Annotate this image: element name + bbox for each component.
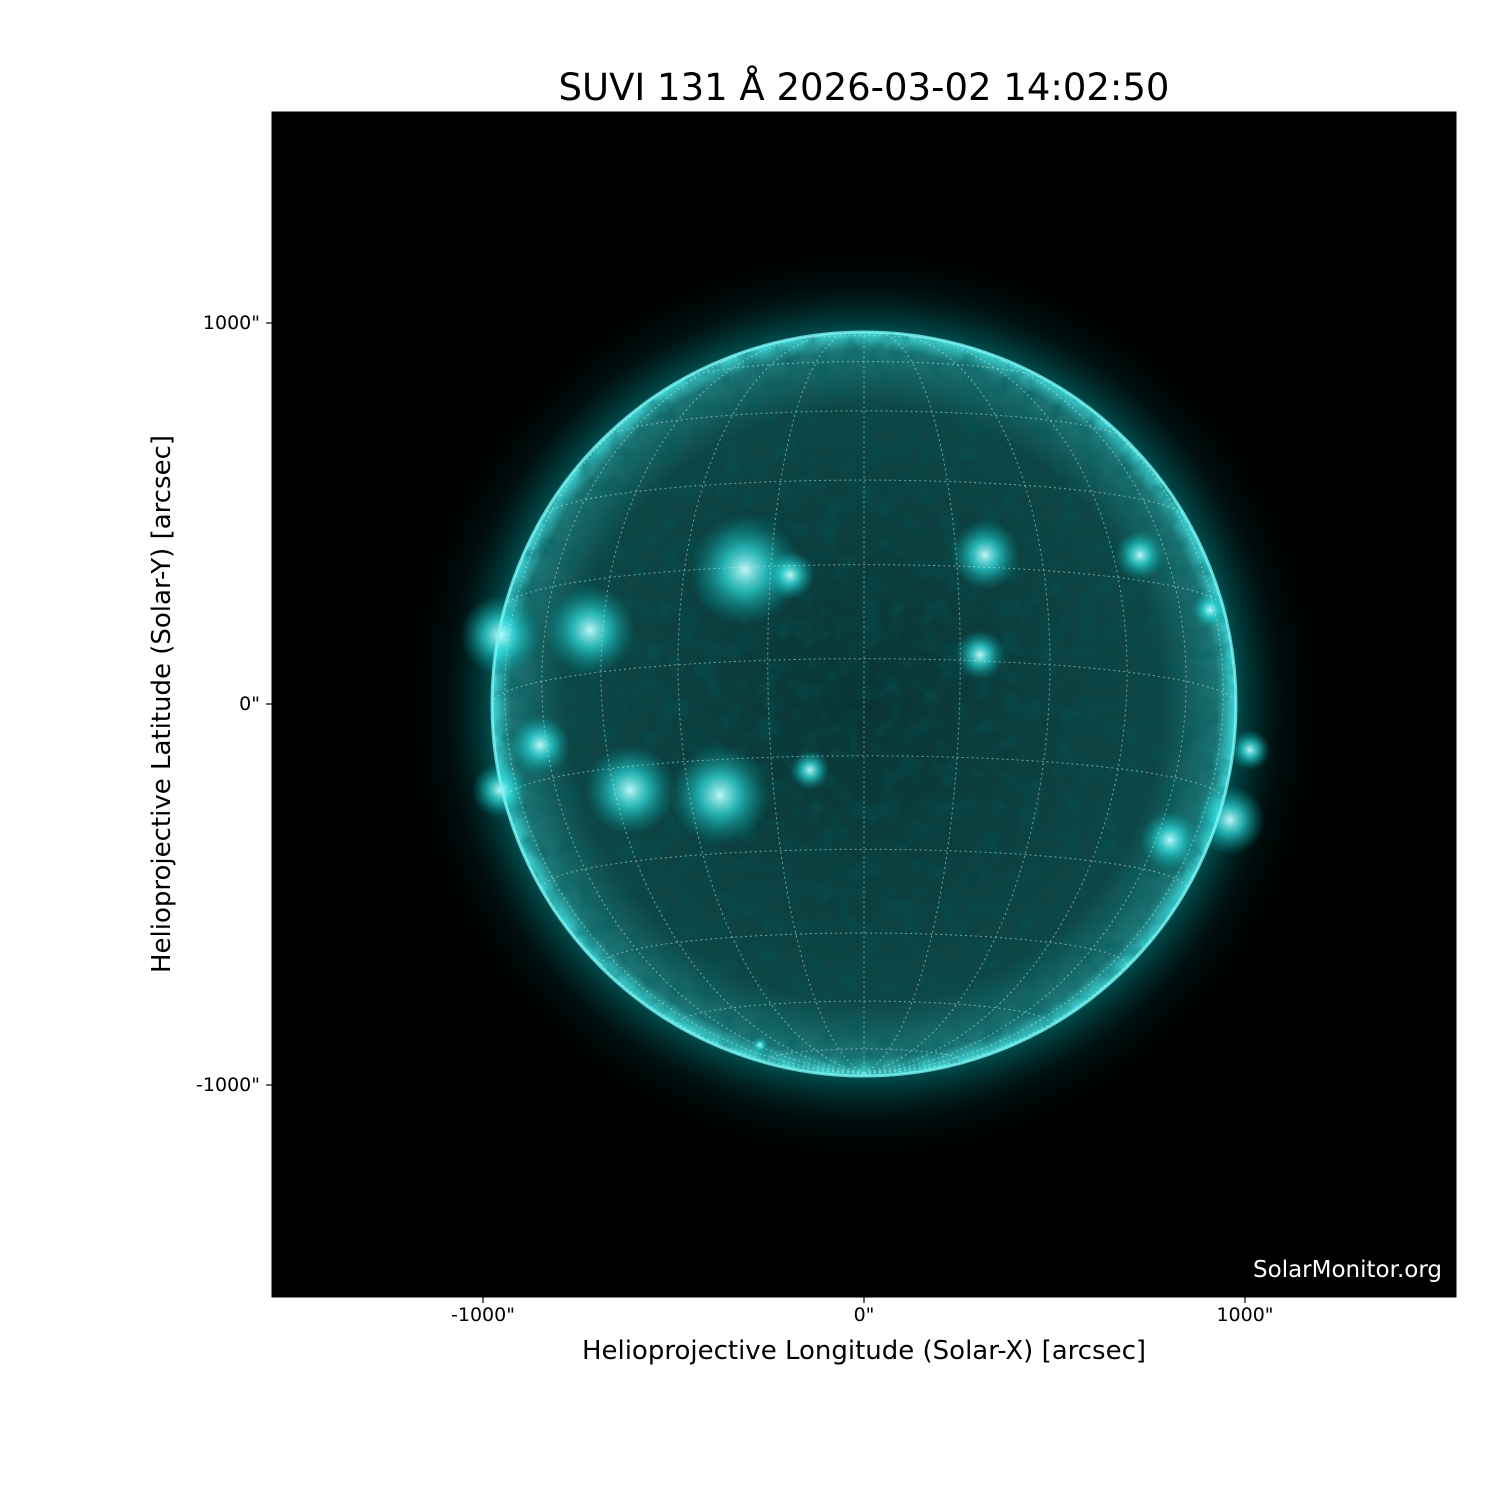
grid-line [683, 361, 1045, 380]
active-region [585, 745, 675, 835]
active-region [752, 1037, 768, 1053]
grid-line [600, 334, 865, 1074]
active-region [1195, 785, 1265, 855]
active-region [1192, 592, 1228, 628]
x-tick-label: 1000" [1216, 1304, 1274, 1326]
active-region [790, 750, 830, 790]
grid-line [863, 333, 1051, 1074]
active-regions [460, 515, 1270, 1053]
x-axis-label: Helioprojective Longitude (Solar-X) [arc… [581, 1336, 1147, 1366]
active-region [472, 762, 528, 818]
active-region [955, 630, 1005, 680]
active-region [690, 515, 800, 625]
active-region [460, 595, 540, 675]
active-region [1230, 730, 1270, 770]
plot-title: SUVI 131 Å 2026-03-02 14:02:50 [558, 66, 1170, 109]
active-region [545, 585, 635, 675]
solar-limb [490, 330, 1238, 1078]
x-tick-label: 0" [853, 1304, 875, 1326]
x-tick-label: -1000" [451, 1304, 515, 1326]
y-tick-label: 1000" [202, 312, 260, 334]
grid-line [677, 333, 865, 1074]
y-tick-label: 0" [239, 693, 260, 715]
active-region [1140, 810, 1200, 870]
active-region [510, 715, 570, 775]
active-region [670, 745, 770, 845]
grid-line [543, 479, 1185, 516]
active-region [950, 520, 1020, 590]
active-region [765, 550, 815, 600]
active-region [1115, 530, 1165, 580]
watermark: SolarMonitor.org [1253, 1257, 1442, 1283]
axis-ticks [266, 322, 1246, 1303]
grid-line [504, 564, 1224, 608]
disk-texture [492, 332, 1236, 1076]
grid-line [863, 334, 1128, 1074]
grid-line [863, 339, 1187, 1074]
y-axis-label: Helioprojective Latitude (Solar-Y) [arcs… [147, 434, 177, 974]
y-tick-label: -1000" [196, 1074, 260, 1096]
grid-line [541, 339, 865, 1074]
grid-line [677, 1000, 1051, 1024]
